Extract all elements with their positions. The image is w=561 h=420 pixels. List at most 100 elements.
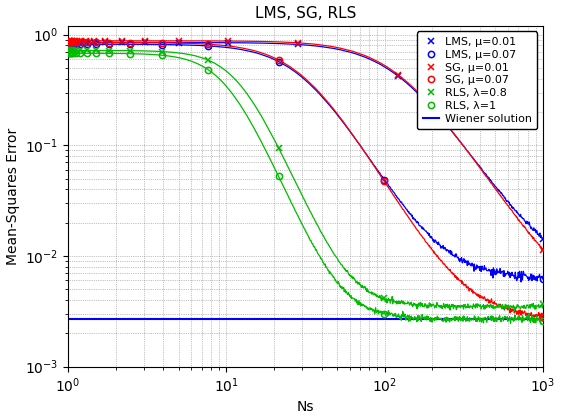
- Line: LMS, μ=0.01: LMS, μ=0.01: [66, 39, 546, 242]
- RLS, λ=0.8: [158, 49, 165, 54]
- SG, μ=0.01: [142, 38, 149, 43]
- RLS, λ=1: [77, 51, 84, 56]
- SG, μ=0.01: [68, 38, 75, 43]
- SG, μ=0.01: [66, 38, 72, 43]
- RLS, λ=1: [73, 51, 80, 56]
- Line: SG, μ=0.01: SG, μ=0.01: [66, 38, 546, 253]
- RLS, λ=1: [70, 51, 77, 56]
- RLS, λ=1: [275, 174, 282, 179]
- RLS, λ=0.8: [66, 48, 72, 53]
- SG, μ=0.07: [73, 40, 80, 45]
- RLS, λ=1: [106, 51, 113, 56]
- RLS, λ=1: [66, 51, 72, 56]
- SG, μ=0.01: [224, 39, 231, 44]
- LMS, μ=0.07: [83, 42, 90, 47]
- SG, μ=0.07: [275, 58, 282, 63]
- SG, μ=0.07: [77, 40, 84, 45]
- RLS, λ=0.8: [77, 48, 84, 53]
- LMS, μ=0.01: [65, 40, 72, 45]
- RLS, λ=1: [83, 51, 90, 56]
- SG, μ=0.07: [205, 42, 211, 47]
- SG, μ=0.07: [540, 315, 546, 320]
- Y-axis label: Mean-Squares Error: Mean-Squares Error: [6, 128, 20, 265]
- LMS, μ=0.07: [381, 177, 388, 182]
- LMS, μ=0.01: [67, 40, 73, 45]
- LMS, μ=0.07: [127, 42, 134, 47]
- Wiener solution: [65, 316, 71, 321]
- SG, μ=0.01: [71, 38, 77, 43]
- SG, μ=0.01: [176, 38, 182, 43]
- SG, μ=0.01: [118, 38, 125, 43]
- Line: LMS, μ=0.07: LMS, μ=0.07: [66, 41, 546, 282]
- RLS, λ=0.8: [93, 48, 99, 53]
- LMS, μ=0.01: [118, 40, 125, 45]
- RLS, λ=0.8: [381, 296, 388, 301]
- SG, μ=0.01: [67, 38, 73, 43]
- SG, μ=0.01: [66, 38, 73, 43]
- Line: RLS, λ=0.8: RLS, λ=0.8: [66, 47, 546, 307]
- SG, μ=0.07: [68, 40, 75, 45]
- LMS, μ=0.01: [295, 42, 301, 47]
- SG, μ=0.01: [102, 38, 109, 43]
- RLS, λ=0.8: [68, 48, 75, 53]
- SG, μ=0.07: [66, 40, 72, 45]
- LMS, μ=0.07: [67, 42, 74, 47]
- LMS, μ=0.01: [77, 40, 84, 45]
- LMS, μ=0.07: [205, 43, 211, 48]
- RLS, λ=1: [66, 51, 73, 56]
- LMS, μ=0.01: [102, 40, 109, 45]
- LMS, μ=0.07: [73, 42, 80, 47]
- LMS, μ=0.01: [176, 40, 182, 45]
- LMS, μ=0.07: [93, 42, 99, 47]
- Line: RLS, λ=1: RLS, λ=1: [66, 50, 546, 325]
- SG, μ=0.07: [106, 40, 113, 45]
- LMS, μ=0.01: [66, 40, 72, 45]
- RLS, λ=0.8: [106, 48, 113, 53]
- Line: SG, μ=0.07: SG, μ=0.07: [66, 39, 546, 320]
- LMS, μ=0.01: [395, 74, 402, 79]
- RLS, λ=1: [158, 52, 165, 58]
- RLS, λ=0.8: [205, 58, 211, 63]
- LMS, μ=0.07: [66, 42, 73, 47]
- SG, μ=0.07: [93, 40, 99, 45]
- SG, μ=0.01: [77, 38, 84, 43]
- RLS, λ=0.8: [83, 48, 90, 53]
- SG, μ=0.01: [65, 38, 72, 43]
- RLS, λ=0.8: [127, 48, 134, 53]
- RLS, λ=0.8: [67, 48, 74, 53]
- RLS, λ=1: [93, 51, 99, 56]
- SG, μ=0.01: [540, 247, 546, 252]
- RLS, λ=1: [127, 51, 134, 56]
- SG, μ=0.07: [67, 40, 74, 45]
- SG, μ=0.07: [381, 178, 388, 184]
- LMS, μ=0.01: [83, 40, 90, 45]
- SG, μ=0.07: [65, 40, 72, 45]
- LMS, μ=0.01: [66, 40, 73, 45]
- SG, μ=0.01: [73, 38, 80, 43]
- SG, μ=0.07: [66, 40, 73, 45]
- RLS, λ=0.8: [73, 48, 80, 53]
- LMS, μ=0.01: [540, 236, 546, 241]
- RLS, λ=0.8: [540, 302, 546, 307]
- SG, μ=0.07: [70, 40, 77, 45]
- SG, μ=0.07: [83, 40, 90, 45]
- X-axis label: Ns: Ns: [297, 400, 314, 415]
- SG, μ=0.01: [69, 38, 76, 43]
- SG, μ=0.01: [295, 40, 301, 45]
- SG, μ=0.01: [91, 38, 98, 43]
- RLS, λ=0.8: [275, 146, 282, 151]
- RLS, λ=1: [205, 67, 211, 72]
- LMS, μ=0.01: [73, 40, 80, 45]
- RLS, λ=0.8: [65, 48, 72, 53]
- RLS, λ=0.8: [70, 48, 77, 53]
- SG, μ=0.01: [83, 38, 90, 43]
- SG, μ=0.07: [158, 40, 165, 45]
- LMS, μ=0.07: [77, 42, 84, 47]
- LMS, μ=0.01: [71, 40, 77, 45]
- LMS, μ=0.07: [65, 42, 72, 47]
- SG, μ=0.01: [395, 72, 402, 77]
- LMS, μ=0.07: [66, 42, 72, 47]
- Legend: LMS, μ=0.01, LMS, μ=0.07, SG, μ=0.01, SG, μ=0.07, RLS, λ=0.8, RLS, λ=1, Wiener s: LMS, μ=0.01, LMS, μ=0.07, SG, μ=0.01, SG…: [417, 32, 537, 129]
- RLS, λ=1: [68, 51, 75, 56]
- LMS, μ=0.01: [91, 40, 98, 45]
